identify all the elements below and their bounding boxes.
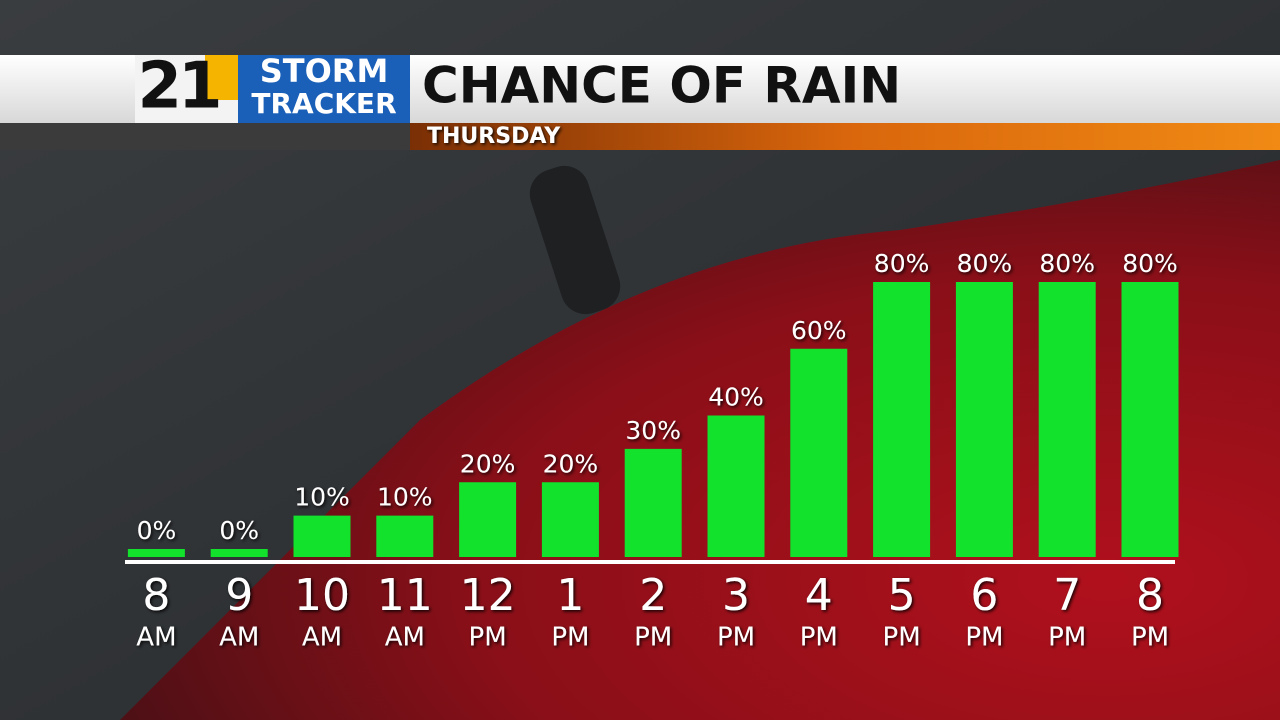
bar: [624, 448, 682, 557]
x-tick-sublabel: PM: [717, 623, 755, 653]
logo-number: 21: [137, 50, 219, 124]
x-tick-label: 3: [722, 570, 750, 621]
value-label: 20%: [460, 449, 516, 478]
value-label: 80%: [1122, 249, 1178, 278]
bar: [707, 415, 765, 557]
x-tick-sublabel: PM: [965, 623, 1003, 653]
logo-line1: STORM: [260, 52, 389, 90]
x-tick-sublabel: PM: [469, 623, 507, 653]
value-label: 30%: [625, 416, 681, 445]
x-tick-label: 5: [888, 570, 916, 621]
x-tick-sublabel: AM: [302, 623, 342, 653]
chart-title: CHANCE OF RAIN: [422, 57, 901, 115]
bar: [955, 282, 1013, 557]
x-tick-sublabel: AM: [219, 623, 259, 653]
value-label: 80%: [957, 249, 1013, 278]
value-label: 10%: [294, 483, 350, 512]
value-label: 0%: [137, 516, 177, 545]
x-tick-label: 6: [970, 570, 998, 621]
bar: [127, 549, 185, 557]
value-label: 20%: [543, 449, 599, 478]
x-tick-label: 7: [1053, 570, 1081, 621]
value-label: 10%: [377, 483, 433, 512]
x-tick-sublabel: AM: [385, 623, 425, 653]
value-label: 40%: [708, 383, 764, 412]
x-tick-label: 1: [556, 570, 584, 621]
x-tick-label: 10: [294, 570, 350, 621]
bar: [541, 482, 599, 557]
x-tick-sublabel: PM: [1131, 623, 1169, 653]
x-tick-label: 4: [805, 570, 833, 621]
bar: [459, 482, 517, 557]
x-tick-sublabel: PM: [551, 623, 589, 653]
x-tick-sublabel: PM: [1048, 623, 1086, 653]
bar: [1038, 282, 1096, 557]
x-tick-label: 2: [639, 570, 667, 621]
x-tick-sublabel: AM: [136, 623, 176, 653]
value-label: 80%: [874, 249, 930, 278]
header: 21 STORM TRACKER CHANCE OF RAIN THURSDAY: [0, 50, 1280, 150]
chart-subtitle: THURSDAY: [427, 124, 561, 149]
bar: [210, 549, 268, 557]
x-tick-label: 9: [225, 570, 253, 621]
x-tick-sublabel: PM: [634, 623, 672, 653]
x-tick-label: 12: [460, 570, 516, 621]
x-tick-sublabel: PM: [800, 623, 838, 653]
bar: [376, 515, 434, 557]
x-tick-label: 8: [142, 570, 170, 621]
value-label: 0%: [219, 516, 259, 545]
logo-line2: TRACKER: [251, 87, 396, 120]
value-label: 80%: [1039, 249, 1095, 278]
x-tick-sublabel: PM: [883, 623, 921, 653]
x-tick-label: 11: [377, 570, 433, 621]
value-label: 60%: [791, 316, 847, 345]
x-tick-label: 8: [1136, 570, 1164, 621]
bar: [790, 348, 848, 557]
bar: [1121, 282, 1179, 557]
bar: [873, 282, 931, 557]
bar: [293, 515, 351, 557]
